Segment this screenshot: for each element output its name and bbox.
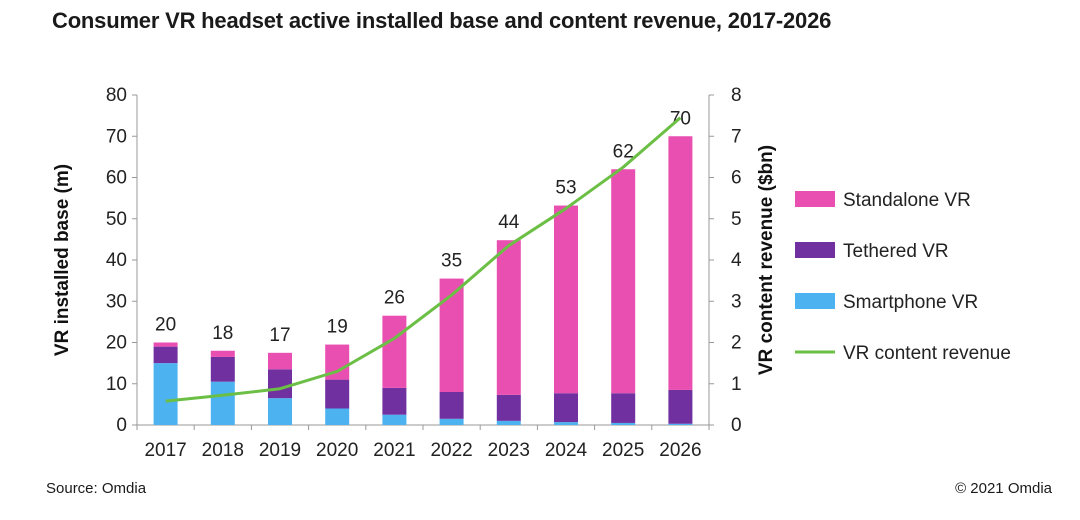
right-tick-label: 0	[731, 415, 742, 436]
x-tick-label: 2022	[430, 440, 472, 461]
total-label-2025: 62	[613, 141, 634, 162]
bar-smartphone-vr-2026	[668, 423, 693, 425]
bar-tethered-vr-2019	[268, 369, 292, 399]
bar-tethered-vr-2022	[439, 392, 464, 419]
x-tick-label: 2021	[373, 440, 415, 461]
legend-label-tethered-vr: Tethered VR	[843, 241, 949, 262]
legend-label-standalone-vr: Standalone VR	[843, 190, 971, 211]
bar-tethered-vr-2025	[611, 393, 636, 423]
right-tick-label: 3	[731, 291, 742, 312]
y-axis-title: VR installed base (m)	[52, 164, 73, 356]
line-vr-content-revenue	[165, 116, 682, 403]
right-tick-label: 7	[731, 126, 742, 147]
bar-tethered-vr-2026	[668, 389, 693, 424]
x-tick-label: 2019	[259, 440, 301, 461]
x-tick-label: 2024	[545, 440, 588, 461]
bar-smartphone-vr-2025	[611, 422, 636, 425]
chart-title: Consumer VR headset active installed bas…	[52, 8, 832, 33]
legend-swatch-tethered-vr	[795, 242, 835, 258]
right-tick-label: 4	[731, 250, 742, 271]
bar-tethered-vr-2024	[554, 393, 578, 423]
copyright-note: © 2021 Omdia	[955, 480, 1052, 497]
left-tick-label: 40	[106, 250, 127, 271]
bar-standalone-vr-2024	[554, 205, 578, 394]
left-tick-label: 0	[116, 415, 127, 436]
bar-standalone-vr-2018	[210, 350, 235, 357]
bar-standalone-vr-2017	[153, 342, 178, 347]
left-tick-label: 70	[106, 126, 127, 147]
x-tick-label: 2023	[488, 440, 530, 461]
x-tick-label: 2020	[316, 440, 358, 461]
bar-tethered-vr-2021	[382, 387, 407, 415]
left-tick-label: 80	[106, 85, 127, 106]
bar-standalone-vr-2019	[268, 352, 292, 370]
total-label-2024: 53	[555, 178, 576, 199]
total-label-2017: 20	[155, 315, 176, 336]
total-label-2020: 19	[327, 317, 348, 338]
legend-swatch-smartphone-vr	[795, 293, 835, 309]
right-tick-label: 6	[731, 168, 742, 189]
bar-standalone-vr-2022	[439, 278, 464, 392]
total-label-2018: 18	[212, 323, 233, 344]
bar-tethered-vr-2020	[325, 379, 350, 409]
legend-label-vr-content-revenue: VR content revenue	[843, 343, 1011, 364]
source-note: Source: Omdia	[46, 480, 147, 497]
left-tick-label: 60	[106, 168, 127, 189]
legend-swatch-standalone-vr	[795, 191, 835, 207]
left-tick-label: 10	[106, 374, 127, 395]
bar-smartphone-vr-2020	[325, 408, 350, 425]
total-label-2021: 26	[384, 288, 405, 309]
bar-smartphone-vr-2024	[554, 422, 578, 425]
total-label-2023: 44	[498, 212, 520, 233]
bar-tethered-vr-2018	[210, 356, 235, 382]
bar-standalone-vr-2025	[611, 169, 636, 394]
bar-smartphone-vr-2022	[439, 418, 464, 425]
bar-tethered-vr-2023	[496, 394, 521, 421]
left-tick-label: 20	[106, 333, 127, 354]
total-label-2022: 35	[441, 251, 462, 272]
bar-smartphone-vr-2017	[153, 363, 178, 425]
legend-label-smartphone-vr: Smartphone VR	[843, 292, 978, 313]
right-tick-label: 1	[731, 374, 742, 395]
bar-standalone-vr-2021	[382, 315, 407, 388]
bar-tethered-vr-2017	[153, 346, 178, 364]
x-tick-label: 2017	[144, 440, 186, 461]
bar-smartphone-vr-2021	[382, 414, 407, 425]
right-tick-label: 8	[731, 85, 742, 106]
left-tick-label: 30	[106, 291, 127, 312]
bar-standalone-vr-2026	[668, 136, 693, 390]
x-tick-label: 2018	[202, 440, 244, 461]
bar-standalone-vr-2023	[496, 240, 521, 395]
left-tick-label: 50	[106, 209, 127, 230]
y2-axis-title: VR content revenue ($bn)	[756, 145, 777, 375]
x-tick-label: 2025	[602, 440, 644, 461]
total-label-2019: 17	[269, 325, 290, 346]
x-tick-label: 2026	[659, 440, 701, 461]
bar-smartphone-vr-2019	[268, 398, 292, 425]
right-tick-label: 2	[731, 333, 742, 354]
bar-smartphone-vr-2018	[210, 381, 235, 425]
bar-smartphone-vr-2023	[496, 420, 521, 425]
right-tick-label: 5	[731, 209, 742, 230]
